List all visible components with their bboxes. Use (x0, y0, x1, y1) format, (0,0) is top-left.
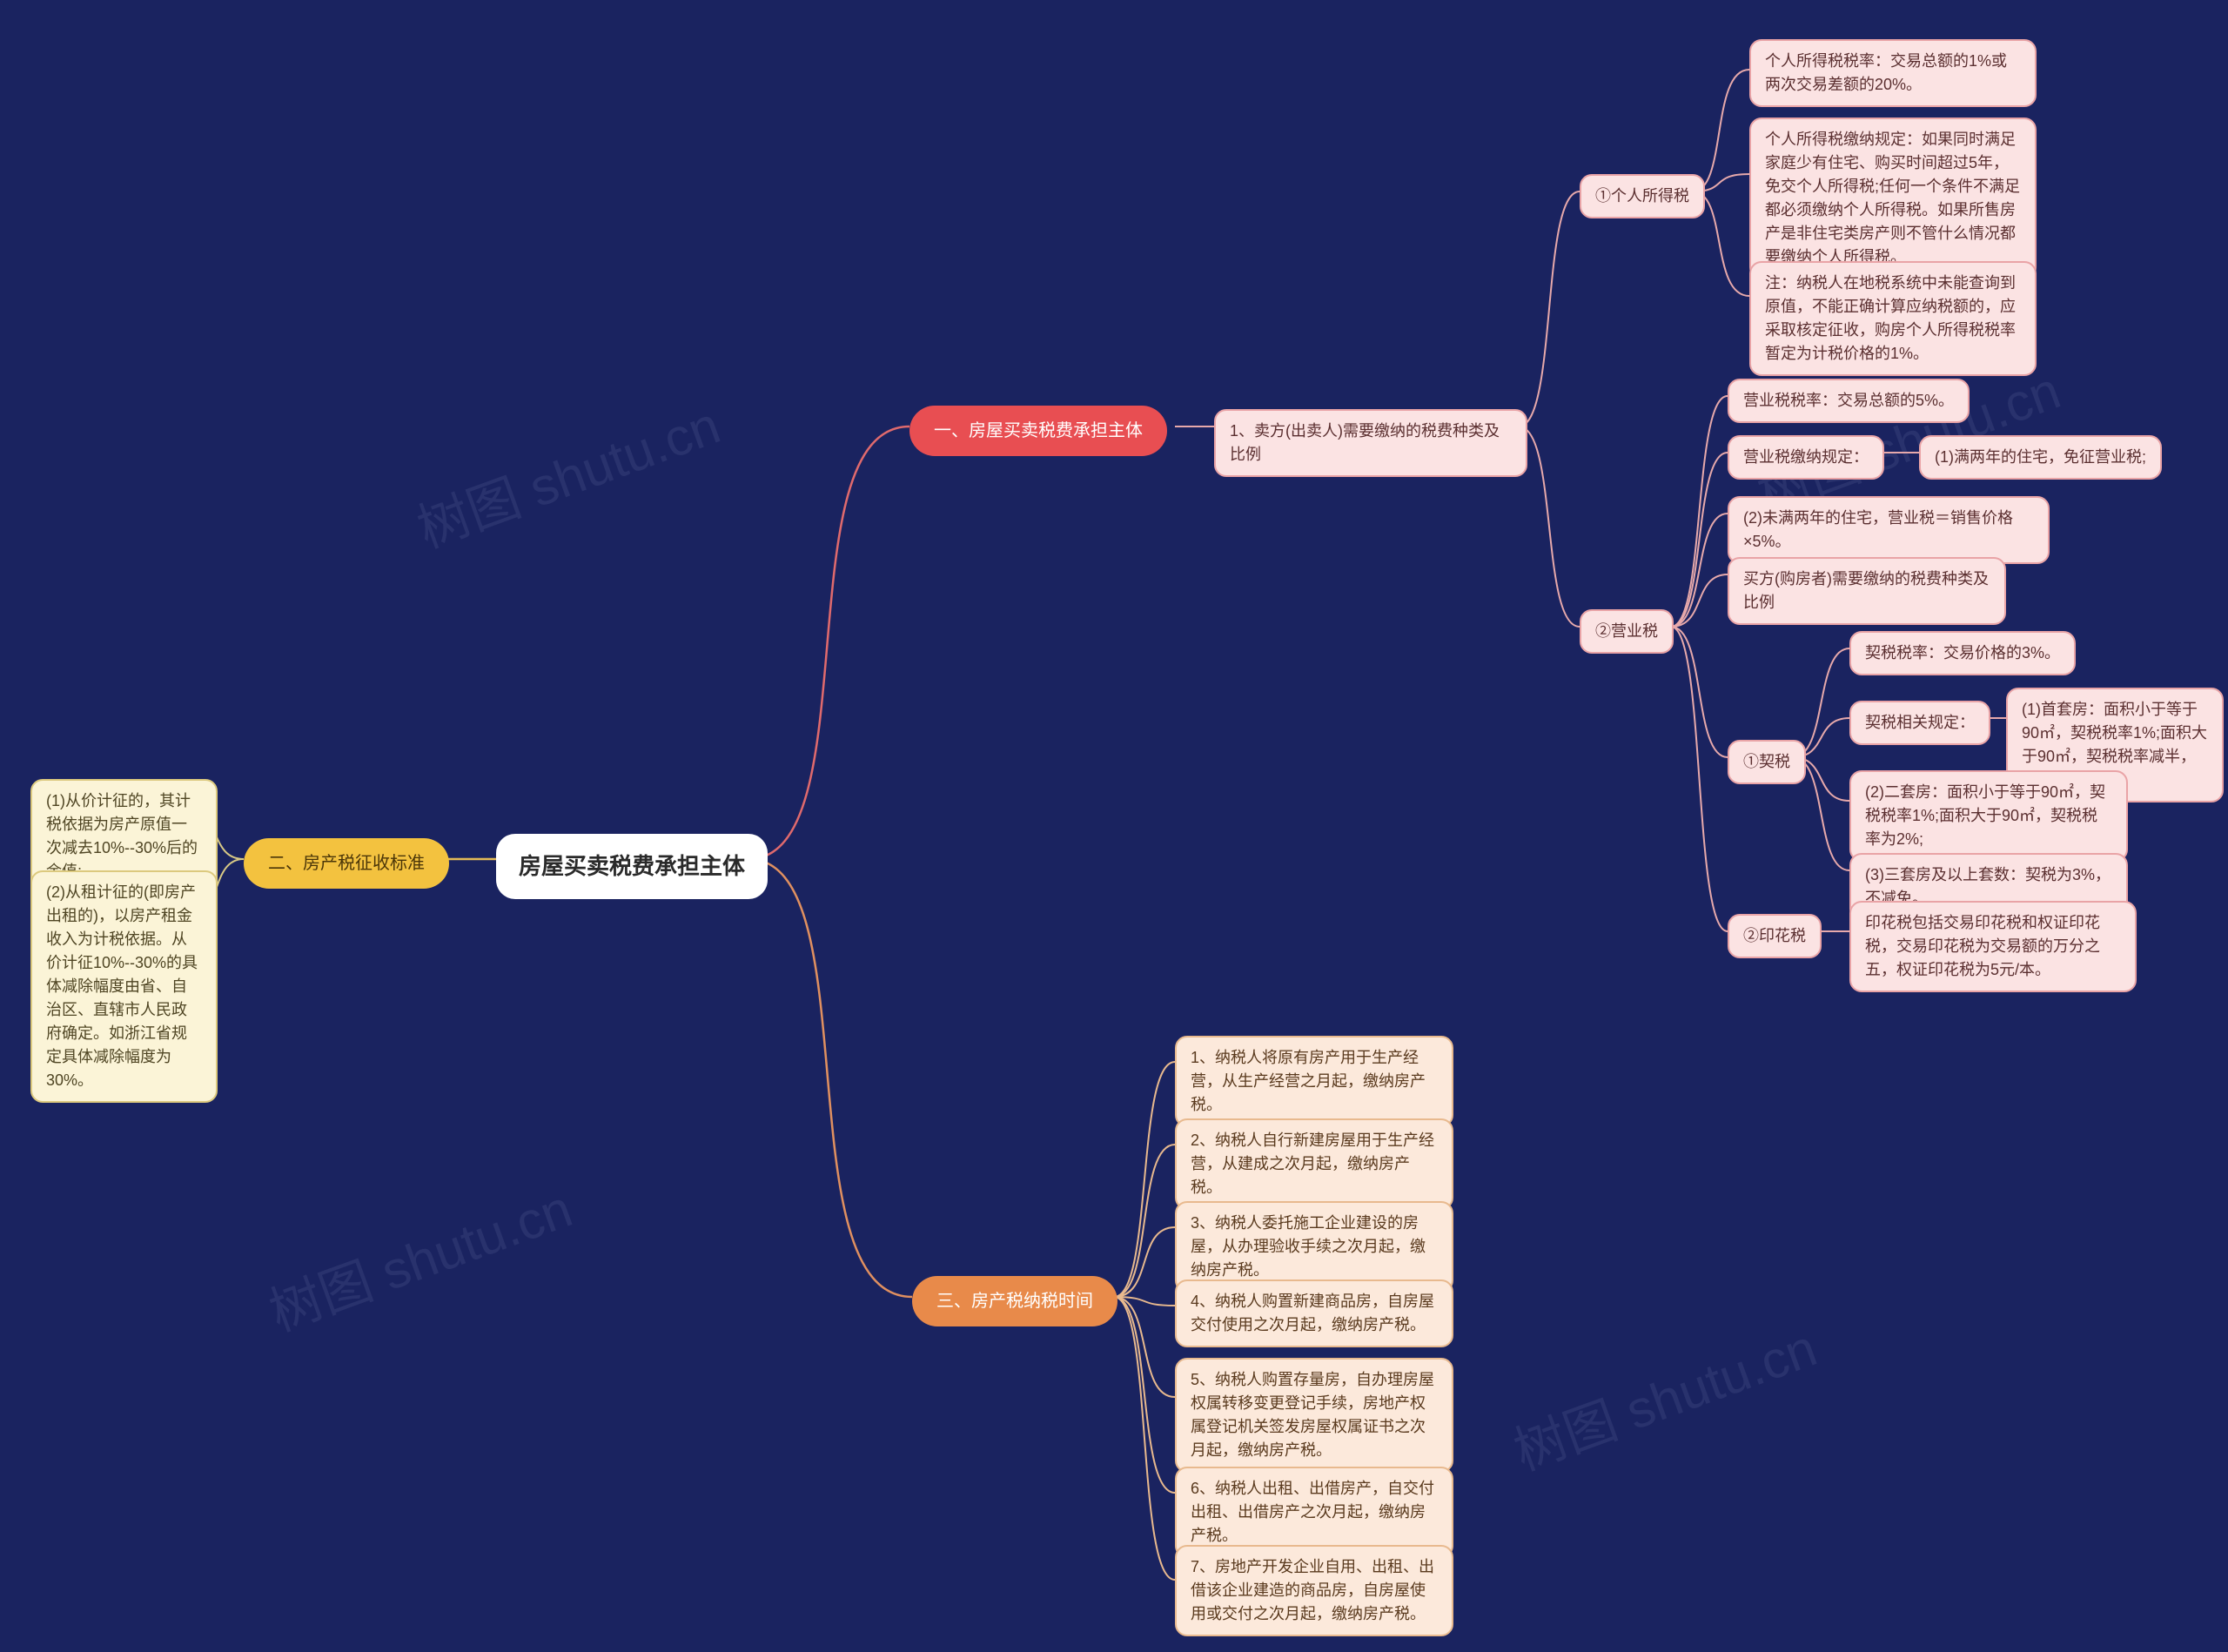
root-node[interactable]: 房屋买卖税费承担主体 (496, 834, 768, 899)
b1-sub1[interactable]: ①个人所得税 (1580, 174, 1705, 218)
deed-item: (2)二套房：面积小于等于90㎡，契税税率1%;面积大于90㎡，契税税率为2%; (1849, 770, 2128, 862)
b1-sub2-item: 买方(购房者)需要缴纳的税费种类及比例 (1728, 557, 2006, 625)
branch3-item: 7、房地产开发企业自用、出租、出借该企业建造的商品房，自房屋使用或交付之次月起，… (1175, 1545, 1453, 1636)
branch1[interactable]: 一、房屋买卖税费承担主体 (909, 406, 1167, 456)
watermark: 树图 shutu.cn (258, 1166, 580, 1346)
b1-sub2-item-side: (1)满两年的住宅，免征营业税; (1919, 435, 2162, 480)
deed-item: 契税相关规定： (1849, 701, 1990, 745)
watermark: 树图 shutu.cn (406, 383, 728, 562)
branch3-item: 5、纳税人购置存量房，自办理房屋权属转移变更登记手续，房地产权属登记机关签发房屋… (1175, 1358, 1453, 1473)
b1-sub1-item: 注：纳税人在地税系统中未能查询到原值，不能正确计算应纳税额的，应采取核定征收，购… (1749, 261, 2037, 376)
branch1-child[interactable]: 1、卖方(出卖人)需要缴纳的税费种类及比例 (1214, 409, 1527, 477)
stamp-text: 印花税包括交易印花税和权证印花税，交易印花税为交易额的万分之五，权证印花税为5元… (1849, 901, 2137, 992)
stamp-tax[interactable]: ②印花税 (1728, 914, 1822, 958)
branch2-item: (2)从租计征的(即房产出租的)，以房产租金收入为计税依据。从价计征10%--3… (30, 870, 218, 1103)
b1-sub1-item: 个人所得税缴纳规定：如果同时满足家庭少有住宅、购买时间超过5年，免交个人所得税;… (1749, 118, 2037, 279)
b1-sub1-item: 个人所得税税率：交易总额的1%或两次交易差额的20%。 (1749, 39, 2037, 107)
branch3-item: 2、纳税人自行新建房屋用于生产经营，从建成之次月起，缴纳房产税。 (1175, 1118, 1453, 1210)
b1-sub2[interactable]: ②营业税 (1580, 609, 1674, 654)
deed-item: 契税税率：交易价格的3%。 (1849, 631, 2076, 675)
b1-sub2-item: 营业税缴纳规定： (1728, 435, 1884, 480)
branch3-item: 4、纳税人购置新建商品房，自房屋交付使用之次月起，缴纳房产税。 (1175, 1279, 1453, 1347)
branch3[interactable]: 三、房产税纳税时间 (912, 1276, 1117, 1326)
deed-tax[interactable]: ①契税 (1728, 740, 1806, 784)
branch2[interactable]: 二、房产税征收标准 (244, 838, 449, 889)
mindmap-canvas: 树图 shutu.cn 树图 shutu.cn 树图 shutu.cn 树图 s… (0, 0, 2228, 1652)
branch3-item: 1、纳税人将原有房产用于生产经营，从生产经营之月起，缴纳房产税。 (1175, 1036, 1453, 1127)
b1-sub2-item: (2)未满两年的住宅，营业税＝销售价格×5%。 (1728, 496, 2050, 564)
b1-sub2-item: 营业税税率：交易总额的5%。 (1728, 379, 1970, 423)
watermark: 树图 shutu.cn (1502, 1306, 1825, 1485)
